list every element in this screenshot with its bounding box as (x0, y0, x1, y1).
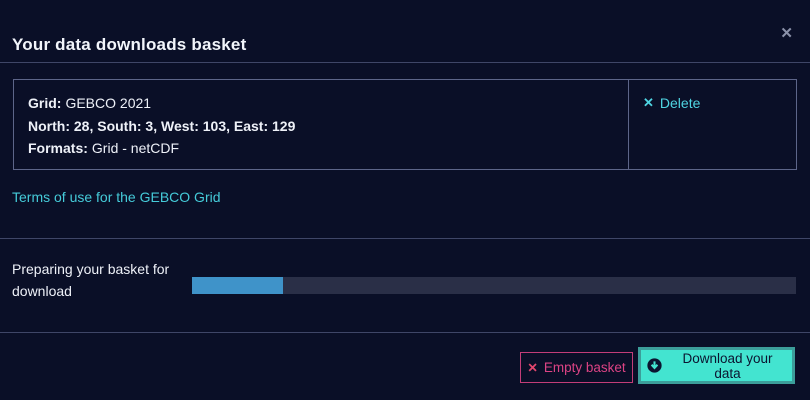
progress-fill (192, 277, 283, 294)
grid-row: Grid: GEBCO 2021 (28, 92, 614, 115)
close-button[interactable]: ✕ (776, 22, 797, 44)
grid-value: GEBCO 2021 (65, 95, 152, 111)
delete-button[interactable]: ✕ Delete (643, 95, 700, 111)
empty-basket-label: Empty basket (543, 360, 626, 375)
formats-label: Formats: (28, 140, 88, 156)
empty-basket-x-icon: ✕ (527, 361, 538, 375)
progress-label: Preparing your basket for download (12, 261, 170, 299)
footer-divider (0, 332, 810, 333)
basket-item-details-cell: Grid: GEBCO 2021 North: 28, South: 3, Wes… (14, 80, 628, 169)
download-your-data-button[interactable]: Download your data (638, 347, 795, 384)
empty-basket-button[interactable]: ✕ Empty basket (520, 352, 633, 383)
delete-label: Delete (659, 95, 701, 111)
grid-label: Grid: (28, 95, 62, 111)
close-icon: ✕ (780, 25, 793, 42)
basket-item-actions-cell: ✕ Delete (628, 80, 796, 169)
delete-x-icon: ✕ (643, 95, 654, 110)
formats-row: Formats: Grid - netCDF (28, 137, 614, 160)
download-label: Download your data (682, 350, 773, 381)
basket-items-table: Grid: GEBCO 2021 North: 28, South: 3, Wes… (13, 79, 797, 170)
header-divider (0, 62, 810, 63)
formats-value: Grid - netCDF (91, 140, 180, 156)
extent-row: North: 28, South: 3, West: 103, East: 12… (28, 117, 296, 134)
download-circle-icon (647, 358, 662, 373)
terms-of-use-link[interactable]: Terms of use for the GEBCO Grid (12, 189, 221, 205)
modal-title: Your data downloads basket (12, 35, 247, 55)
section-divider (0, 238, 810, 239)
progress-bar (192, 277, 796, 294)
